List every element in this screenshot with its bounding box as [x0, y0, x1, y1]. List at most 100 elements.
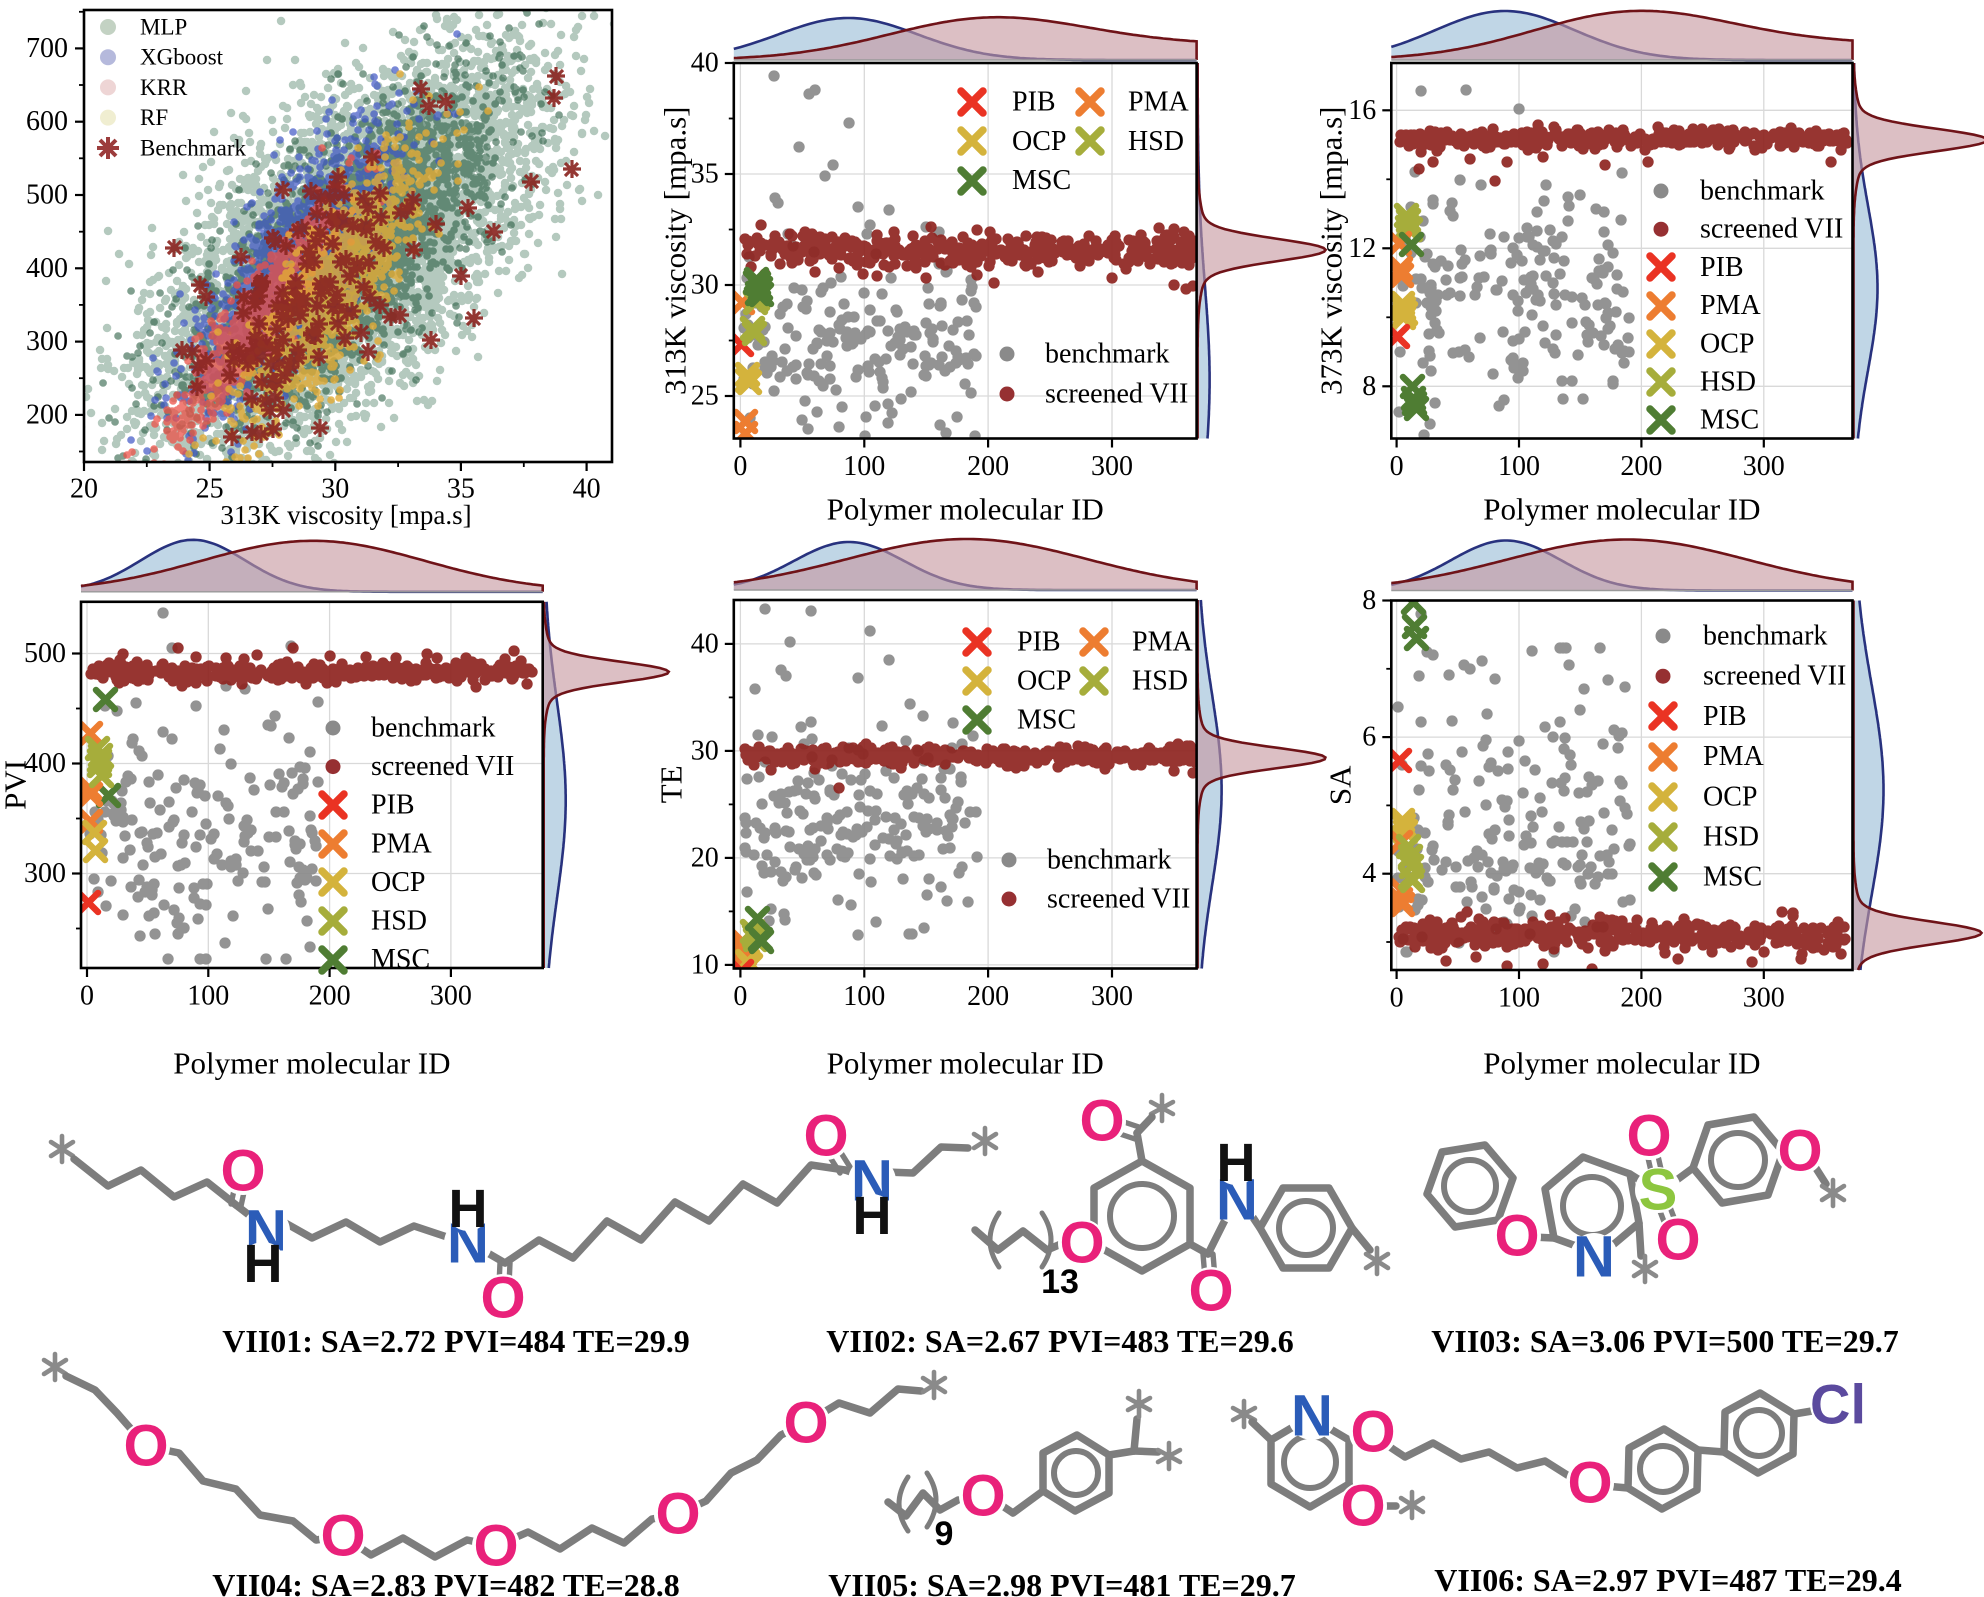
svg-text:O: O	[1567, 1451, 1612, 1516]
svg-text:benchmark: benchmark	[371, 713, 495, 744]
svg-text:0: 0	[1390, 451, 1404, 482]
svg-text:Polymer molecular ID: Polymer molecular ID	[1483, 492, 1760, 527]
svg-text:benchmark: benchmark	[1045, 339, 1169, 370]
svg-text:6: 6	[1362, 722, 1376, 753]
svg-text:screened VII: screened VII	[1045, 379, 1188, 410]
svg-text:500: 500	[26, 180, 68, 211]
svg-text:300: 300	[1091, 451, 1133, 482]
svg-text:S: S	[1639, 1158, 1678, 1223]
svg-text:PIB: PIB	[1703, 701, 1747, 732]
svg-text:screened VII: screened VII	[1700, 214, 1843, 245]
svg-text:25: 25	[196, 474, 224, 505]
svg-text:200: 200	[967, 981, 1009, 1012]
svg-text:30: 30	[691, 735, 719, 766]
svg-text:Benchmark: Benchmark	[140, 135, 247, 160]
svg-text:O: O	[1777, 1119, 1822, 1184]
svg-text:PMA: PMA	[1700, 290, 1761, 321]
svg-text:300: 300	[1743, 983, 1785, 1014]
svg-text:Polymer molecular ID: Polymer molecular ID	[827, 492, 1104, 527]
svg-text:20: 20	[70, 474, 98, 505]
svg-text:0: 0	[80, 981, 94, 1012]
svg-text:100: 100	[843, 981, 885, 1012]
svg-text:30: 30	[321, 474, 349, 505]
svg-text:500: 500	[24, 638, 66, 669]
svg-text:4: 4	[1362, 858, 1376, 889]
svg-text:PIB: PIB	[371, 790, 415, 821]
svg-text:H: H	[853, 1186, 892, 1246]
svg-text:Polymer molecular ID: Polymer molecular ID	[827, 1046, 1104, 1081]
svg-text:PIB: PIB	[1012, 87, 1056, 118]
svg-text:300: 300	[1091, 981, 1133, 1012]
svg-text:20: 20	[691, 842, 719, 873]
svg-text:0: 0	[1390, 983, 1404, 1014]
svg-text:screened VII: screened VII	[371, 751, 514, 782]
svg-text:O: O	[1655, 1208, 1700, 1273]
svg-text:200: 200	[26, 399, 68, 430]
svg-text:screened VII: screened VII	[1703, 661, 1846, 692]
svg-text:H: H	[244, 1234, 283, 1294]
svg-text:HSD: HSD	[1700, 367, 1756, 398]
svg-text:300: 300	[430, 981, 472, 1012]
svg-text:benchmark: benchmark	[1047, 845, 1171, 876]
svg-text:100: 100	[843, 451, 885, 482]
svg-text:MSC: MSC	[1700, 405, 1759, 436]
svg-text:O: O	[783, 1391, 828, 1456]
svg-text:OCP: OCP	[1012, 126, 1066, 157]
svg-text:100: 100	[1498, 983, 1540, 1014]
svg-text:PMA: PMA	[371, 828, 432, 859]
svg-text:O: O	[480, 1266, 525, 1331]
svg-text:MLP: MLP	[140, 15, 187, 40]
svg-text:16: 16	[1348, 95, 1376, 126]
svg-text:N: N	[1573, 1225, 1615, 1290]
svg-text:OCP: OCP	[1700, 328, 1754, 359]
svg-text:8: 8	[1362, 371, 1376, 402]
svg-text:O: O	[1079, 1089, 1124, 1154]
svg-text:PVI: PVI	[0, 760, 33, 810]
svg-text:200: 200	[1620, 983, 1662, 1014]
svg-text:MSC: MSC	[1017, 705, 1076, 736]
svg-text:O: O	[220, 1139, 265, 1204]
svg-text:O: O	[473, 1514, 518, 1579]
svg-text:O: O	[1494, 1204, 1539, 1269]
svg-text:100: 100	[1498, 451, 1540, 482]
svg-text:300: 300	[1743, 451, 1785, 482]
svg-text:H: H	[1217, 1133, 1256, 1193]
svg-text:TE: TE	[653, 765, 688, 803]
svg-text:benchmark: benchmark	[1700, 176, 1824, 207]
svg-text:O: O	[123, 1414, 168, 1479]
svg-text:200: 200	[1620, 451, 1662, 482]
svg-text:O: O	[1350, 1400, 1395, 1465]
svg-text:HSD: HSD	[371, 906, 427, 937]
svg-text:35: 35	[691, 159, 719, 190]
svg-text:PMA: PMA	[1128, 87, 1189, 118]
svg-text:XGboost: XGboost	[140, 45, 224, 70]
svg-text:25: 25	[691, 381, 719, 412]
svg-text:Cl: Cl	[1810, 1373, 1866, 1436]
svg-text:HSD: HSD	[1703, 822, 1759, 853]
svg-text:Polymer molecular ID: Polymer molecular ID	[173, 1046, 450, 1081]
svg-text:200: 200	[967, 451, 1009, 482]
svg-text:benchmark: benchmark	[1703, 621, 1827, 652]
svg-text:13: 13	[1041, 1263, 1079, 1301]
svg-text:VII06: SA=2.97 PVI=487 TE=29.4: VII06: SA=2.97 PVI=487 TE=29.4	[1434, 1562, 1902, 1597]
svg-text:200: 200	[309, 981, 351, 1012]
svg-text:VII03: SA=3.06 PVI=500 TE=29.7: VII03: SA=3.06 PVI=500 TE=29.7	[1431, 1323, 1899, 1359]
svg-text:O: O	[1059, 1211, 1104, 1276]
svg-text:100: 100	[187, 981, 229, 1012]
svg-text:40: 40	[691, 48, 719, 79]
svg-text:VII01: SA=2.72 PVI=484 TE=29.9: VII01: SA=2.72 PVI=484 TE=29.9	[222, 1323, 690, 1359]
svg-text:10: 10	[691, 949, 719, 980]
svg-text:8: 8	[1362, 585, 1376, 616]
svg-text:HSD: HSD	[1128, 126, 1184, 157]
svg-text:MSC: MSC	[1012, 165, 1071, 196]
svg-text:OCP: OCP	[371, 867, 425, 898]
svg-text:PMA: PMA	[1703, 741, 1764, 772]
svg-text:N: N	[1291, 1384, 1333, 1449]
svg-text:0: 0	[733, 451, 747, 482]
svg-text:OCP: OCP	[1017, 666, 1071, 697]
svg-text:30: 30	[691, 270, 719, 301]
svg-text:PMA: PMA	[1132, 627, 1193, 658]
svg-text:MSC: MSC	[1703, 862, 1762, 893]
svg-text:HSD: HSD	[1132, 666, 1188, 697]
svg-text:O: O	[1340, 1474, 1385, 1539]
